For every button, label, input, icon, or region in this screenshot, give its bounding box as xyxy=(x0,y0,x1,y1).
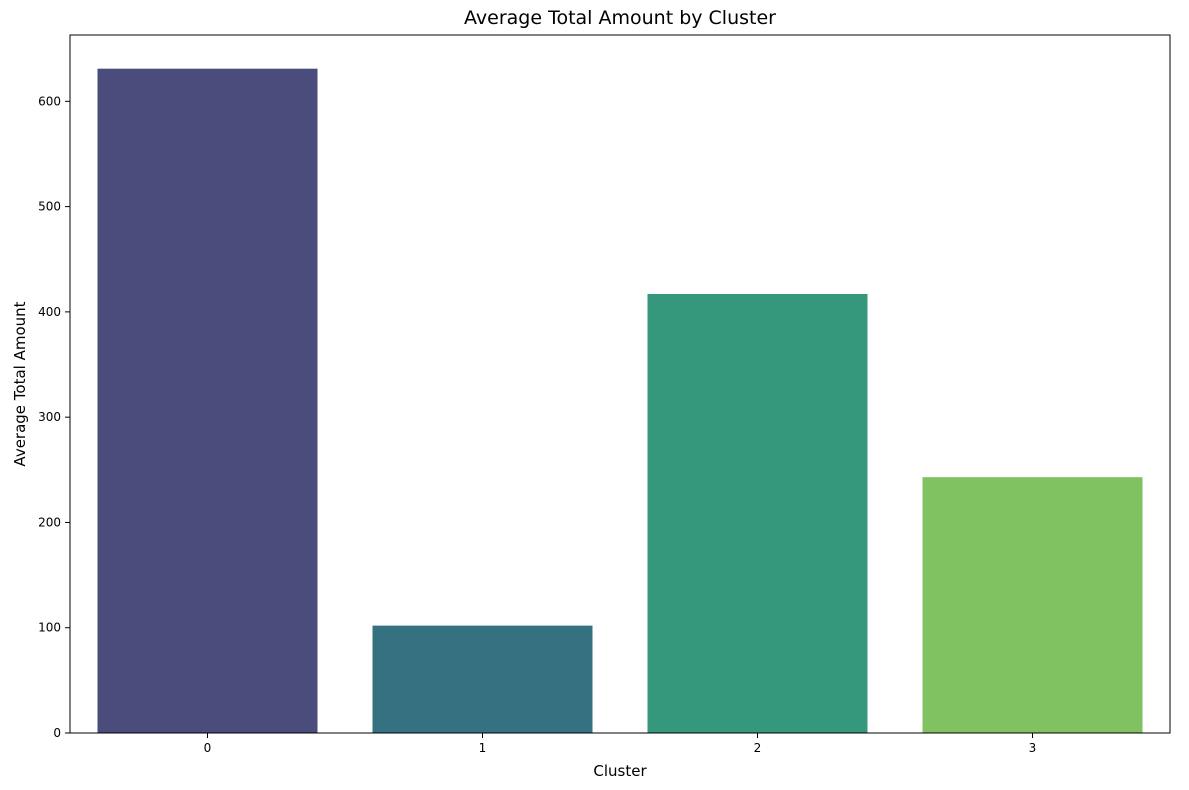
chart-title: Average Total Amount by Cluster xyxy=(464,7,776,29)
x-tick-label: 0 xyxy=(204,741,212,755)
y-axis-label: Average Total Amount xyxy=(11,301,29,466)
y-tick-label: 200 xyxy=(38,515,61,529)
plot-frame xyxy=(69,34,1171,734)
bar-cluster-3 xyxy=(922,477,1143,733)
y-tick-label: 100 xyxy=(38,621,61,635)
bar-cluster-0 xyxy=(97,68,318,734)
x-axis-label: Cluster xyxy=(593,762,647,780)
y-tick-label: 0 xyxy=(53,726,61,740)
y-tick-label: 600 xyxy=(38,94,61,108)
y-axis: 0 100 200 300 400 500 600 xyxy=(38,94,70,740)
y-tick-label: 400 xyxy=(38,305,61,319)
x-tick-label: 2 xyxy=(754,741,762,755)
y-tick-label: 500 xyxy=(38,200,61,214)
bar-cluster-2 xyxy=(647,293,868,733)
bars-group xyxy=(97,68,1143,734)
x-tick-label: 1 xyxy=(479,741,487,755)
x-tick-label: 3 xyxy=(1029,741,1037,755)
y-tick-label: 300 xyxy=(38,410,61,424)
x-axis: 0 1 2 3 xyxy=(204,733,1037,755)
bar-cluster-1 xyxy=(372,625,593,733)
